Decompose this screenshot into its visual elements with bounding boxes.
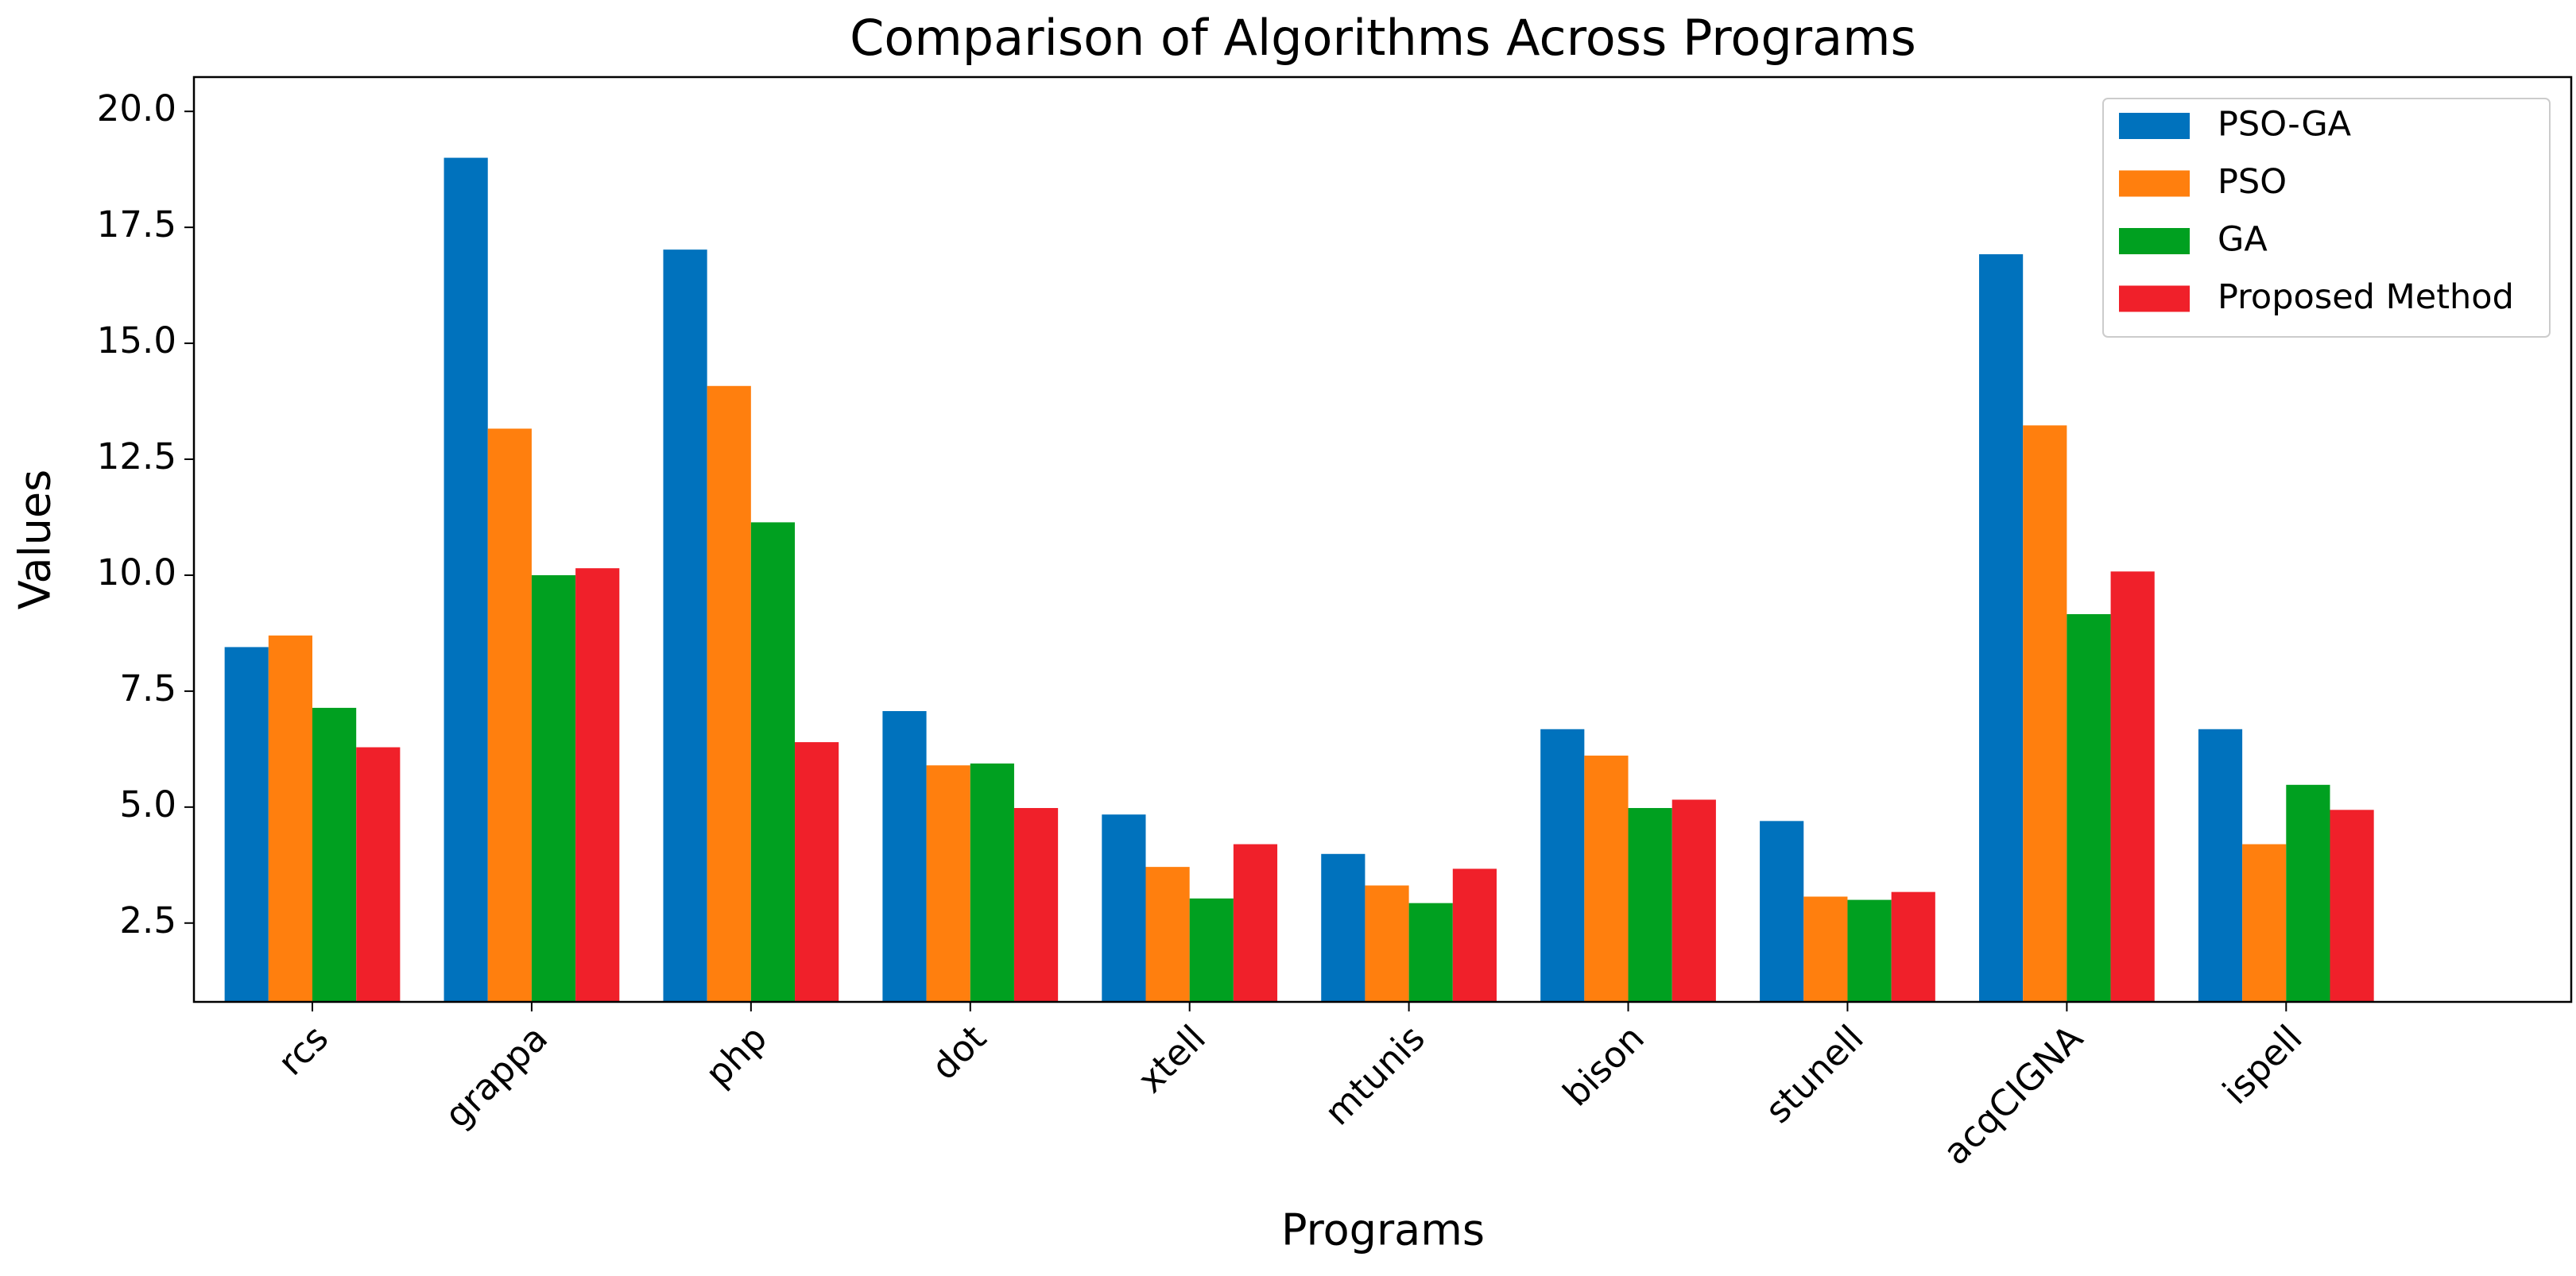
y-axis-label: Values <box>10 470 60 609</box>
x-tick-label: ispell <box>2214 1017 2310 1112</box>
legend-label: PSO-GA <box>2218 105 2352 145</box>
plot-frame <box>192 75 2573 1003</box>
bar <box>444 157 488 1002</box>
legend-swatch <box>2119 170 2190 197</box>
bar <box>1233 844 1278 1002</box>
bar <box>2242 844 2287 1002</box>
x-tick-label: stunell <box>1757 1017 1872 1131</box>
bar <box>2286 784 2330 1002</box>
bar <box>1365 885 1409 1002</box>
bar <box>531 574 576 1002</box>
bar <box>1540 729 1585 1002</box>
bar <box>1803 896 1848 1002</box>
legend-swatch <box>2119 285 2190 312</box>
legend-swatch <box>2119 113 2190 139</box>
bar <box>356 747 401 1002</box>
bar <box>487 428 532 1002</box>
x-tick-label: rcs <box>269 1017 336 1084</box>
bar <box>750 522 796 1002</box>
x-tick-label: php <box>697 1017 775 1095</box>
bar <box>1452 868 1497 1002</box>
legend-label: PSO <box>2218 162 2287 202</box>
legend-swatch <box>2119 228 2190 254</box>
bar <box>2067 613 2111 1002</box>
y-tick-label: 15.0 <box>97 319 176 362</box>
legend-box <box>2102 98 2551 338</box>
bar <box>1979 253 2024 1002</box>
bar <box>1145 867 1190 1002</box>
bar <box>268 635 312 1002</box>
bar <box>1013 807 1059 1002</box>
bar <box>1189 898 1234 1002</box>
x-tick-label: xtell <box>1129 1017 1214 1101</box>
bar <box>1760 821 1804 1002</box>
bar <box>1671 799 1716 1002</box>
legend-label: Proposed Method <box>2218 277 2514 317</box>
chart-title: Comparison of Algorithms Across Programs <box>850 9 1916 67</box>
bar <box>2330 810 2374 1002</box>
bar <box>2023 425 2067 1002</box>
y-tick-label: 2.5 <box>119 899 176 942</box>
bar <box>1102 814 1146 1002</box>
y-tick-label: 10.0 <box>97 551 176 594</box>
bar <box>707 385 751 1002</box>
bar <box>1408 903 1453 1002</box>
bar <box>312 707 357 1002</box>
y-tick-label: 7.5 <box>119 667 176 710</box>
bar <box>882 710 927 1002</box>
x-tick-label: grappa <box>436 1017 556 1136</box>
bar <box>795 742 839 1002</box>
y-tick-label: 5.0 <box>119 783 176 826</box>
legend-label: GA <box>2218 220 2268 260</box>
bar <box>926 765 970 1002</box>
x-tick-label: mtunis <box>1316 1017 1433 1134</box>
bar <box>1891 891 1935 1002</box>
x-axis-label: Programs <box>1281 1205 1485 1255</box>
bar <box>224 647 269 1002</box>
x-tick-label: bison <box>1555 1017 1652 1115</box>
bar <box>1847 899 1892 1002</box>
bar <box>575 568 620 1002</box>
bar <box>970 763 1014 1002</box>
x-tick-label: acqCIGNA <box>1935 1017 2091 1174</box>
bar <box>2110 571 2155 1002</box>
x-tick-label: dot <box>923 1017 994 1088</box>
bar <box>1628 807 1672 1002</box>
y-tick-label: 20.0 <box>97 87 176 130</box>
bar <box>2198 729 2243 1002</box>
y-tick-label: 17.5 <box>97 203 176 246</box>
bar <box>1584 756 1629 1002</box>
bar <box>1321 853 1365 1002</box>
y-tick-label: 12.5 <box>97 435 176 478</box>
bar <box>663 249 707 1002</box>
